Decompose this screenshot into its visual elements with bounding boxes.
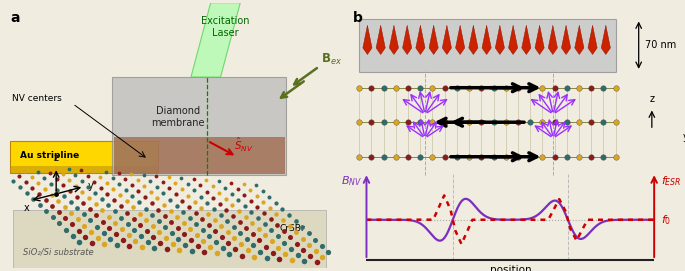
Polygon shape [535, 25, 544, 54]
Polygon shape [601, 25, 610, 54]
Polygon shape [508, 25, 518, 54]
Text: position: position [490, 265, 531, 271]
Polygon shape [562, 25, 571, 54]
Polygon shape [588, 25, 597, 54]
FancyBboxPatch shape [114, 137, 285, 174]
Text: 70 nm: 70 nm [645, 40, 677, 50]
Text: $B_{NV}$: $B_{NV}$ [341, 174, 362, 188]
Text: y: y [683, 131, 685, 141]
Polygon shape [456, 25, 464, 54]
Polygon shape [575, 25, 584, 54]
Text: CrSBr: CrSBr [279, 224, 306, 233]
Text: NV centers: NV centers [12, 94, 62, 103]
FancyBboxPatch shape [14, 210, 326, 268]
Text: a: a [10, 11, 20, 25]
Text: $f_0$: $f_0$ [662, 213, 672, 227]
Polygon shape [10, 166, 158, 173]
Polygon shape [443, 25, 451, 54]
Text: y: y [88, 181, 93, 191]
Polygon shape [403, 25, 412, 54]
FancyBboxPatch shape [112, 77, 286, 175]
Text: $f_{ESR}$: $f_{ESR}$ [662, 174, 682, 188]
Text: Diamond
membrane: Diamond membrane [151, 106, 205, 128]
Polygon shape [469, 25, 478, 54]
Text: x: x [24, 203, 29, 213]
FancyBboxPatch shape [10, 141, 158, 173]
Text: SiO₂/Si substrate: SiO₂/Si substrate [23, 248, 94, 257]
Polygon shape [429, 25, 438, 54]
Polygon shape [416, 25, 425, 54]
Polygon shape [191, 3, 240, 77]
Polygon shape [376, 25, 385, 54]
Text: $\hat{S}_{NV}$: $\hat{S}_{NV}$ [234, 136, 253, 154]
Text: b: b [353, 11, 362, 25]
Text: z: z [649, 93, 654, 104]
Text: $\mathbf{B}_{ex}$: $\mathbf{B}_{ex}$ [321, 52, 342, 67]
FancyBboxPatch shape [359, 19, 616, 72]
Polygon shape [389, 25, 399, 54]
Text: Excitation
Laser: Excitation Laser [201, 16, 250, 38]
Polygon shape [363, 25, 372, 54]
Polygon shape [548, 25, 558, 54]
Text: Au stripline: Au stripline [20, 151, 79, 160]
Polygon shape [522, 25, 531, 54]
Text: z: z [53, 153, 59, 163]
Polygon shape [495, 25, 504, 54]
Polygon shape [482, 25, 491, 54]
